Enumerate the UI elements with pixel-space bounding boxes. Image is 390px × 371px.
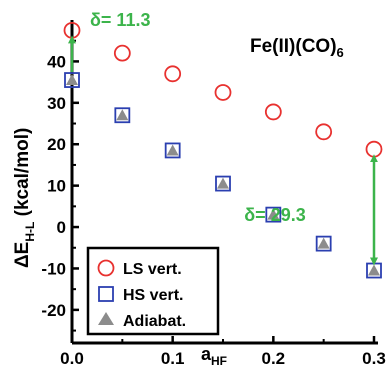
point-ls-vert bbox=[164, 65, 182, 83]
legend-marker-hs bbox=[98, 286, 114, 302]
annotations: δ= 11.3 δ= 29.3 bbox=[68, 10, 378, 266]
x-tick-label: 0.2 bbox=[262, 349, 286, 368]
y-tick-label: -10 bbox=[41, 259, 66, 278]
point-adiabat bbox=[166, 144, 179, 156]
point-ls-vert bbox=[315, 123, 333, 141]
point-adiabat bbox=[217, 177, 229, 189]
point-adiabat bbox=[66, 74, 78, 86]
y-tick-label: 20 bbox=[47, 135, 66, 154]
x-axis-title-main: a bbox=[201, 344, 212, 364]
point-hs-vert bbox=[215, 175, 231, 192]
point-hs-vert bbox=[265, 206, 282, 223]
axes: -20 -10 0 10 20 30 40 0.0 0.1 0.2 0.3 bbox=[41, 20, 386, 368]
x-axis-title: aHF bbox=[201, 344, 227, 368]
y-axis-title: ΔEH-L (kcal/mol) bbox=[12, 128, 37, 268]
y-axis-title-unit: (kcal/mol) bbox=[12, 128, 33, 222]
legend-marker-adiabat bbox=[98, 312, 114, 325]
point-ls-vert bbox=[365, 140, 383, 158]
point-hs-vert bbox=[164, 142, 181, 159]
point-adiabat bbox=[267, 208, 280, 220]
delta-label-1: δ= 11.3 bbox=[90, 10, 150, 30]
y-tick-label: 0 bbox=[57, 218, 66, 237]
chart-title-main: Fe(II)(CO) bbox=[250, 36, 337, 57]
x-axis-title-sub: HF bbox=[211, 354, 227, 368]
legend: LS vert. HS vert. Adiabat. bbox=[86, 246, 220, 336]
chart-title-sub: 6 bbox=[337, 45, 344, 60]
y-axis-title-sub: H-L bbox=[23, 222, 37, 242]
point-adiabat bbox=[116, 109, 129, 121]
point-adiabat bbox=[317, 237, 330, 249]
legend-marker-ls bbox=[97, 259, 115, 277]
point-hs-vert bbox=[64, 72, 80, 88]
y-axis-title-main: ΔE bbox=[12, 242, 33, 268]
x-tick-label: 0.0 bbox=[60, 349, 84, 368]
y-tick-label: 30 bbox=[47, 94, 66, 113]
point-adiabat bbox=[368, 264, 380, 276]
y-tick-label: 10 bbox=[47, 177, 66, 196]
chart-title: Fe(II)(CO)6 bbox=[250, 36, 344, 60]
point-ls-vert bbox=[113, 44, 131, 62]
legend-label-ls: LS vert. bbox=[123, 261, 182, 278]
y-tick-label: -20 bbox=[41, 301, 66, 320]
point-ls-vert bbox=[264, 103, 282, 121]
delta-label-2: δ= 29.3 bbox=[244, 205, 305, 225]
point-ls-vert bbox=[214, 84, 232, 101]
legend-label-hs: HS vert. bbox=[123, 287, 183, 304]
data-marks bbox=[63, 21, 383, 279]
point-hs-vert bbox=[315, 235, 332, 252]
point-hs-vert bbox=[114, 107, 131, 124]
y-tick-label: 40 bbox=[47, 52, 66, 71]
x-tick-label: 0.1 bbox=[161, 349, 185, 368]
x-tick-label: 0.3 bbox=[362, 349, 386, 368]
legend-label-adiabat: Adiabat. bbox=[123, 313, 186, 330]
